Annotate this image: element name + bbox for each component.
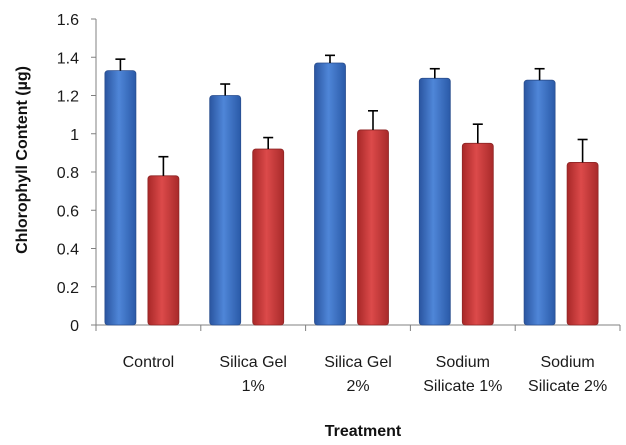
y-tick-label: 0: [70, 318, 79, 335]
bar-series1-3: [314, 62, 346, 326]
bar-series2-1: [147, 175, 180, 326]
y-axis-title: Chlorophyll Content (µg): [14, 66, 31, 254]
bars: [104, 54, 599, 326]
y-tick-label: 1.6: [57, 12, 79, 29]
x-category-label: 1%: [242, 378, 265, 395]
y-tick-label: 0.6: [57, 203, 79, 220]
x-category-label: Sodium: [436, 354, 490, 371]
y-tick-label: 0.4: [57, 242, 79, 259]
bar-series2-2: [252, 148, 285, 326]
y-tick-label: 1: [70, 127, 79, 144]
y-tick-label: 0.2: [57, 280, 79, 297]
y-tick-label: 1.2: [57, 89, 79, 106]
x-category-label: Sodium: [540, 354, 594, 371]
x-category-label: Silicate 1%: [423, 378, 502, 395]
bar-series2-5: [566, 162, 599, 326]
x-category-label: Control: [123, 354, 175, 371]
y-axis-ticks: 0 0.2 0.4 0.6 0.8 1 1.2 1.4 1.6: [57, 12, 96, 335]
x-category-label: 2%: [346, 378, 369, 395]
bar-series1-5: [523, 79, 556, 326]
bar-series1-1: [104, 70, 137, 326]
bar-series2-3: [357, 129, 389, 326]
y-tick-label: 0.8: [57, 165, 79, 182]
x-category-label: Silica Gel: [324, 354, 392, 371]
bar-series2-4: [461, 142, 494, 326]
x-axis-categories: Control Silica Gel 1% Silica Gel 2% Sodium Sil…: [123, 354, 608, 395]
y-tick-label: 1.4: [57, 50, 79, 67]
bar-series1-4: [418, 77, 451, 326]
bar-series1-2: [209, 95, 242, 326]
x-category-label: Silica Gel: [219, 354, 287, 371]
x-category-label: Silicate 2%: [528, 378, 607, 395]
x-axis-title: Treatment: [325, 423, 402, 440]
